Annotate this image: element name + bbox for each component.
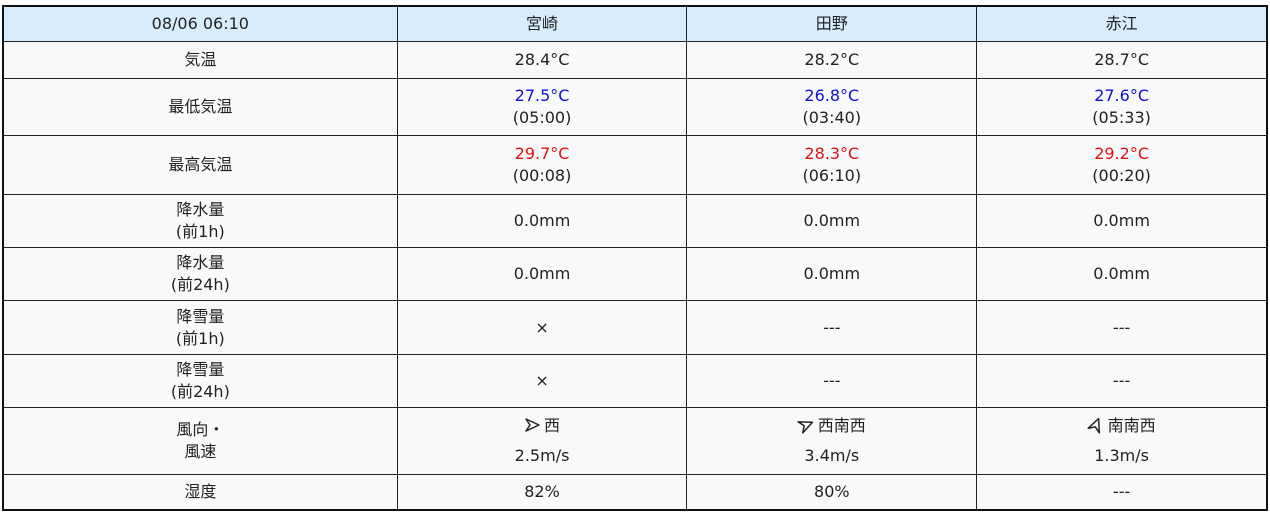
table-row: 降水量 (前24h) 0.0mm 0.0mm 0.0mm: [2, 247, 1268, 301]
max-temp-cell: 29.2°C (00:20): [976, 135, 1268, 195]
table-row: 降雪量 (前24h) × --- ---: [2, 354, 1268, 408]
row-label: 降水量 (前24h): [2, 247, 398, 301]
wind-arrow-ssw-icon: [1087, 417, 1100, 434]
rain-value: 0.0mm: [976, 247, 1268, 301]
weather-table: 08/06 06:10 宮崎 田野 赤江 気温 28.4°C 28.2°C 28…: [2, 5, 1268, 511]
max-temp-cell: 29.7°C (00:08): [396, 135, 688, 195]
rain-value: 0.0mm: [396, 194, 688, 248]
max-temp-value: 29.7°C: [514, 144, 570, 163]
header-row: 08/06 06:10 宮崎 田野 赤江: [2, 5, 1268, 42]
row-label: 最低気温: [2, 78, 398, 136]
row-label: 降雪量 (前24h): [2, 354, 398, 408]
wind-cell: 南南西 1.3m/s: [976, 407, 1268, 475]
temp-value: 28.4°C: [396, 41, 688, 79]
wind-direction: 南南西: [1107, 416, 1156, 435]
snow-value: ---: [976, 354, 1268, 408]
row-label: 湿度: [2, 474, 398, 510]
rain-value: 0.0mm: [976, 194, 1268, 248]
wind-speed: 1.3m/s: [1094, 446, 1149, 465]
min-temp-cell: 27.6°C (05:33): [976, 78, 1268, 136]
table-row: 最低気温 27.5°C (05:00) 26.8°C (03:40) 27.6°C (…: [2, 78, 1268, 136]
label-line: (前24h): [170, 382, 230, 401]
wind-cell: 西南西 3.4m/s: [686, 407, 978, 475]
wind-direction: 西: [544, 416, 561, 435]
wind-cell: 西 2.5m/s: [396, 407, 688, 475]
rain-value: 0.0mm: [686, 247, 978, 301]
max-temp-value: 29.2°C: [1094, 144, 1149, 163]
wind-direction: 西南西: [817, 416, 866, 435]
station-tano: 田野: [686, 5, 978, 42]
wind-speed: 2.5m/s: [514, 446, 570, 465]
temp-value: 28.2°C: [686, 41, 978, 79]
row-label: 最高気温: [2, 135, 398, 195]
wind-arrow-west-icon: [525, 418, 540, 432]
table-row: 風向・風速 西 2.5m/s 西南西 3.4m/s 南南西 1.3m/s: [2, 407, 1268, 475]
max-temp-time: (06:10): [802, 166, 862, 185]
snow-value: ×: [396, 300, 688, 355]
datetime: 08/06 06:10: [2, 5, 398, 42]
table-row: 降雪量 (前1h) × --- ---: [2, 300, 1268, 355]
row-label: 気温: [2, 41, 398, 79]
label-line: (前24h): [170, 275, 230, 294]
snow-value: ×: [396, 354, 688, 408]
table-row: 気温 28.4°C 28.2°C 28.7°C: [2, 41, 1268, 79]
row-label: 降水量 (前1h): [2, 194, 398, 248]
label-line: 降雪量: [176, 360, 225, 379]
snow-value: ---: [686, 354, 978, 408]
wind-arrow-wsw-icon: [797, 421, 813, 434]
wind-speed: 3.4m/s: [804, 446, 860, 465]
max-temp-time: (00:20): [1092, 166, 1151, 185]
row-label: 降雪量 (前1h): [2, 300, 398, 355]
min-temp-time: (05:00): [512, 108, 572, 127]
humidity-value: 82%: [396, 474, 688, 510]
label-line: 風速: [184, 442, 217, 461]
humidity-value: 80%: [686, 474, 978, 510]
label-line: 降雪量: [176, 306, 225, 326]
table-row: 降水量 (前1h) 0.0mm 0.0mm 0.0mm: [2, 194, 1268, 248]
rain-value: 0.0mm: [396, 247, 688, 301]
label-line: (前1h): [175, 222, 225, 241]
min-temp-time: (03:40): [802, 108, 862, 127]
table-row: 湿度 82% 80% ---: [2, 474, 1268, 510]
min-temp-value: 27.6°C: [1094, 86, 1149, 105]
label-line: 風向・: [176, 420, 225, 439]
station-akae: 赤江: [976, 5, 1268, 42]
table-row: 最高気温 29.7°C (00:08) 28.3°C (06:10) 29.2°C (…: [2, 135, 1268, 195]
label-line: 降水量: [176, 200, 225, 219]
label-line: (前1h): [175, 328, 225, 348]
rain-value: 0.0mm: [686, 194, 978, 248]
min-temp-time: (05:33): [1092, 108, 1151, 127]
label-line: 降水量: [176, 253, 225, 272]
station-miyazaki: 宮崎: [396, 5, 688, 42]
snow-value: ---: [976, 300, 1268, 355]
min-temp-value: 26.8°C: [804, 86, 860, 105]
humidity-value: ---: [976, 474, 1268, 510]
max-temp-time: (00:08): [512, 166, 572, 185]
temp-value: 28.7°C: [976, 41, 1268, 79]
min-temp-value: 27.5°C: [514, 86, 570, 105]
row-label: 風向・ 風速: [2, 407, 398, 475]
max-temp-value: 28.3°C: [804, 144, 860, 163]
snow-value: ---: [686, 300, 978, 355]
min-temp-cell: 27.5°C (05:00): [396, 78, 688, 136]
min-temp-cell: 26.8°C (03:40): [686, 78, 978, 136]
max-temp-cell: 28.3°C (06:10): [686, 135, 978, 195]
